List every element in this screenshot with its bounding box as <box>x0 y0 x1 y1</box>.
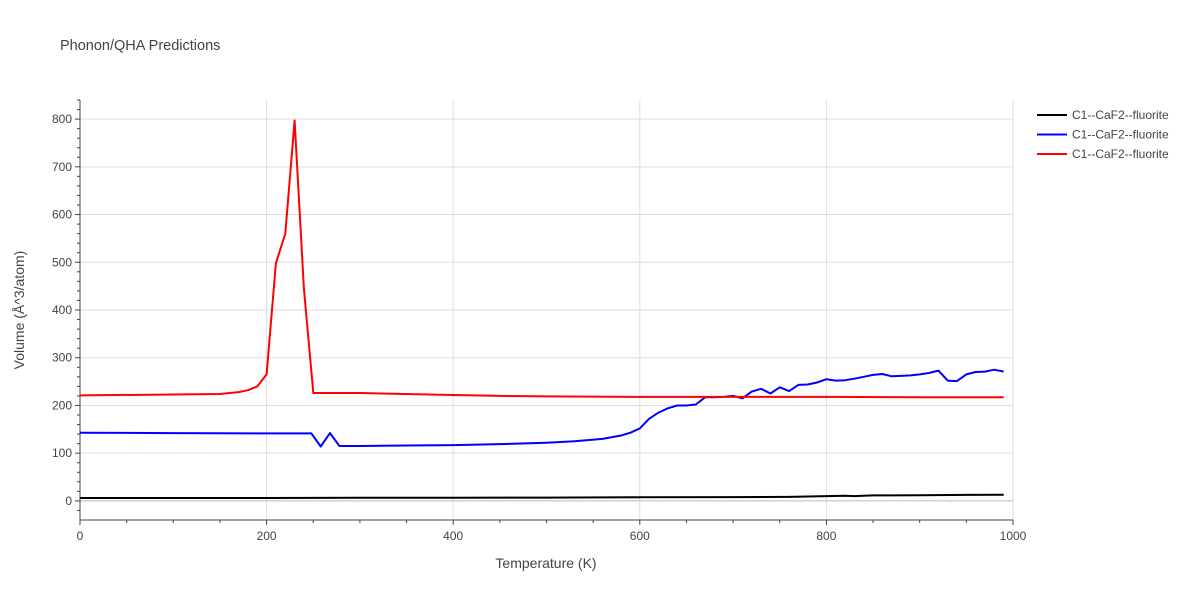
x-tick-label: 400 <box>443 529 463 543</box>
x-axis-ticks: 0 200 400 600 800 1000 <box>77 529 1027 543</box>
x-tick-label: 0 <box>77 529 84 543</box>
y-tick-label: 400 <box>52 303 72 317</box>
y-tick-label: 700 <box>52 160 72 174</box>
x-tick-label: 600 <box>630 529 650 543</box>
plot-area <box>79 119 1004 499</box>
axes <box>75 99 1014 525</box>
legend-label-1: C1--CaF2--fluorite <box>1072 108 1169 122</box>
grid <box>79 100 1014 520</box>
x-tick-label: 200 <box>257 529 277 543</box>
x-axis-title: Temperature (K) <box>495 555 596 571</box>
x-tick-label: 1000 <box>1000 529 1027 543</box>
y-tick-label: 600 <box>52 208 72 222</box>
y-axis-ticks: 0 100 200 300 400 500 600 700 800 <box>52 112 72 508</box>
y-tick-label: 800 <box>52 112 72 126</box>
y-tick-label: 300 <box>52 351 72 365</box>
series-line-1 <box>80 493 1004 499</box>
y-tick-label: 100 <box>52 446 72 460</box>
y-tick-label: 200 <box>52 398 72 412</box>
y-axis-title: Volume (Å^3/atom) <box>11 251 27 370</box>
legend: C1--CaF2--fluorite C1--CaF2--fluorite C1--… <box>1037 108 1169 161</box>
x-tick-label: 800 <box>816 529 836 543</box>
legend-label-3: C1--CaF2--fluorite <box>1072 147 1169 161</box>
legend-label-2: C1--CaF2--fluorite <box>1072 128 1169 142</box>
series-line-2 <box>79 368 1004 448</box>
chart-title: Phonon/QHA Predictions <box>60 38 220 54</box>
series-line-3 <box>79 119 1004 399</box>
y-tick-label: 0 <box>65 494 72 508</box>
y-tick-label: 500 <box>52 255 72 269</box>
